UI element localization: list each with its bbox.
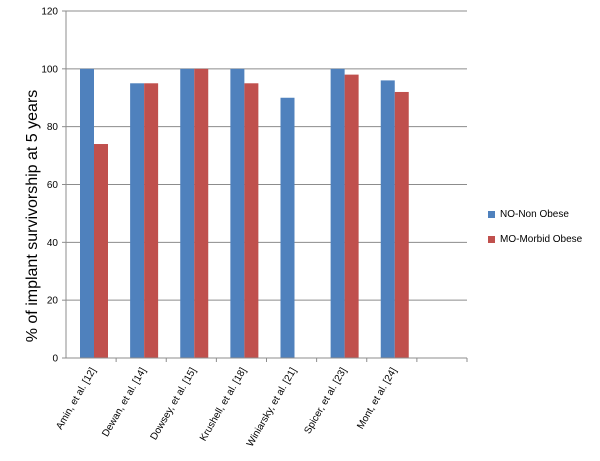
bar-non-obese	[280, 97, 295, 358]
y-tick-label: 0	[52, 354, 58, 365]
y-tick-label: 60	[47, 180, 59, 191]
x-category-label: Krushell, et al. [18]	[198, 366, 249, 443]
bar-non-obese	[230, 68, 245, 358]
x-category-label: Winiarsky, et al. [21]	[245, 366, 299, 449]
legend-swatch-morbid-obese	[488, 236, 495, 243]
y-tick-label: 40	[47, 238, 59, 249]
x-category-label: Mont, et al. [24]	[355, 366, 399, 431]
bar-non-obese	[80, 68, 94, 358]
legend-item-non-obese: NO-Non Obese	[488, 208, 596, 221]
bar-non-obese	[130, 83, 145, 359]
y-tick-label: 80	[47, 122, 59, 133]
bar-morbid-obese	[344, 74, 359, 358]
legend: NO-Non Obese MO-Morbid Obese	[488, 208, 596, 258]
bar-morbid-obese	[94, 144, 108, 358]
x-category-label: Dewan, et al. [14]	[100, 366, 149, 439]
bar-morbid-obese	[394, 91, 409, 358]
legend-label-non-obese: NO-Non Obese	[500, 209, 569, 220]
bar-morbid-obese	[244, 83, 259, 359]
bar-non-obese	[180, 68, 195, 358]
legend-label-morbid-obese: MO-Morbid Obese	[500, 234, 583, 245]
x-category-label: Amin, et al. [12]	[54, 366, 98, 432]
bar-non-obese	[330, 68, 345, 358]
y-tick-labels: 0 20 40 60 80 100 120	[41, 7, 58, 365]
legend-swatch-non-obese	[488, 211, 495, 218]
bar-morbid-obese	[144, 83, 159, 359]
x-category-label: Dowsey, et al. [15]	[149, 366, 199, 442]
y-tick-label: 20	[47, 296, 59, 307]
y-tick-label: 100	[41, 64, 58, 75]
axes	[62, 10, 468, 362]
x-category-labels: Amin, et al. [12] Dewan, et al. [14] Dowse…	[54, 366, 399, 449]
x-category-label: Spicer, et al. [23]	[302, 366, 349, 436]
legend-item-morbid-obese: MO-Morbid Obese	[488, 233, 596, 246]
y-axis-label: % of implant survivorship at 5 years	[24, 90, 41, 343]
bars	[80, 68, 409, 359]
y-tick-label: 120	[41, 7, 58, 18]
bar-non-obese	[380, 80, 395, 359]
bar-morbid-obese	[194, 68, 209, 358]
